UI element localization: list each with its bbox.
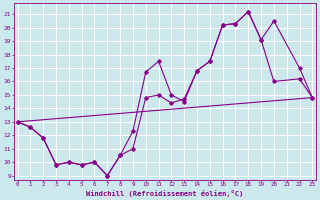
X-axis label: Windchill (Refroidissement éolien,°C): Windchill (Refroidissement éolien,°C) — [86, 190, 244, 197]
